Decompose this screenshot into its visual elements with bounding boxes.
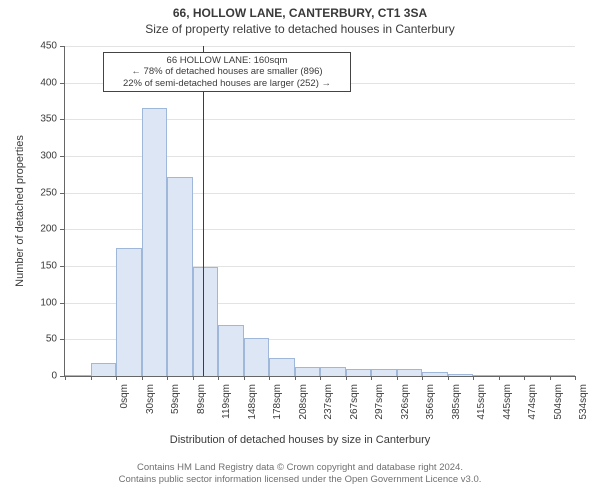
y-tick-label: 450 <box>25 41 57 52</box>
y-tick-mark <box>60 229 64 230</box>
x-tick-mark <box>473 376 474 380</box>
x-tick-mark <box>65 376 66 380</box>
x-tick-label: 59sqm <box>170 384 181 434</box>
y-tick-label: 100 <box>25 297 57 308</box>
histogram-bar <box>473 375 499 376</box>
histogram-bar <box>244 338 270 376</box>
plot-area: 0501001502002503003504004500sqm30sqm59sq… <box>64 46 575 377</box>
y-tick-label: 50 <box>25 334 57 345</box>
x-tick-label: 89sqm <box>196 384 207 434</box>
x-tick-label: 208sqm <box>298 384 309 434</box>
histogram-bar <box>269 358 295 376</box>
x-tick-label: 445sqm <box>502 384 513 434</box>
y-tick-mark <box>60 46 64 47</box>
reference-line <box>203 46 204 376</box>
figure-root: 66, HOLLOW LANE, CANTERBURY, CT1 3SA Siz… <box>0 0 600 500</box>
histogram-bar <box>397 369 423 376</box>
x-tick-mark <box>550 376 551 380</box>
x-tick-label: 0sqm <box>119 384 130 434</box>
y-axis-label: Number of detached properties <box>14 46 26 376</box>
x-tick-label: 178sqm <box>272 384 283 434</box>
y-tick-label: 350 <box>25 114 57 125</box>
x-tick-label: 504sqm <box>553 384 564 434</box>
x-tick-mark <box>142 376 143 380</box>
x-tick-mark <box>524 376 525 380</box>
y-tick-mark <box>60 193 64 194</box>
x-axis-caption: Distribution of detached houses by size … <box>0 434 600 446</box>
y-tick-mark <box>60 83 64 84</box>
x-tick-mark <box>346 376 347 380</box>
x-tick-mark <box>167 376 168 380</box>
x-tick-mark <box>295 376 296 380</box>
callout-line: 66 HOLLOW LANE: 160sqm <box>108 55 346 66</box>
x-tick-mark <box>575 376 576 380</box>
attribution-line-2: Contains public sector information licen… <box>119 474 482 485</box>
x-tick-label: 356sqm <box>425 384 436 434</box>
x-tick-label: 267sqm <box>349 384 360 434</box>
x-tick-mark <box>397 376 398 380</box>
y-tick-label: 150 <box>25 261 57 272</box>
histogram-bar <box>499 375 525 376</box>
x-tick-label: 534sqm <box>578 384 589 434</box>
histogram-bar <box>448 374 474 376</box>
y-tick-label: 400 <box>25 77 57 88</box>
y-tick-mark <box>60 266 64 267</box>
y-tick-mark <box>60 376 64 377</box>
histogram-bar <box>91 363 117 376</box>
histogram-bar <box>346 369 372 376</box>
histogram-bar <box>295 367 321 376</box>
gridline <box>65 46 575 47</box>
x-tick-mark <box>269 376 270 380</box>
y-tick-mark <box>60 119 64 120</box>
y-tick-label: 200 <box>25 224 57 235</box>
histogram-bar <box>422 372 448 376</box>
x-tick-label: 30sqm <box>145 384 156 434</box>
x-tick-mark <box>499 376 500 380</box>
y-tick-mark <box>60 303 64 304</box>
y-tick-mark <box>60 339 64 340</box>
histogram-bar <box>116 248 142 376</box>
histogram-bar <box>218 325 244 376</box>
histogram-bar <box>550 375 576 376</box>
x-tick-mark <box>193 376 194 380</box>
x-tick-mark <box>448 376 449 380</box>
x-tick-label: 415sqm <box>476 384 487 434</box>
y-tick-mark <box>60 156 64 157</box>
x-tick-mark <box>371 376 372 380</box>
callout-line: 22% of semi-detached houses are larger (… <box>108 78 346 89</box>
x-tick-mark <box>244 376 245 380</box>
y-tick-label: 250 <box>25 187 57 198</box>
x-tick-mark <box>116 376 117 380</box>
x-tick-label: 474sqm <box>527 384 538 434</box>
title-sub: Size of property relative to detached ho… <box>0 22 600 36</box>
x-tick-mark <box>218 376 219 380</box>
x-tick-mark <box>422 376 423 380</box>
x-tick-label: 326sqm <box>400 384 411 434</box>
x-tick-label: 385sqm <box>451 384 462 434</box>
y-tick-label: 300 <box>25 151 57 162</box>
histogram-bar <box>193 267 219 376</box>
histogram-bar <box>524 375 550 376</box>
x-tick-mark <box>320 376 321 380</box>
attribution-text: Contains HM Land Registry data © Crown c… <box>0 462 600 486</box>
x-tick-label: 119sqm <box>221 384 232 434</box>
y-tick-label: 0 <box>25 371 57 382</box>
callout-line: ← 78% of detached houses are smaller (89… <box>108 66 346 77</box>
histogram-bar <box>371 369 397 376</box>
x-tick-label: 148sqm <box>247 384 258 434</box>
histogram-bar <box>142 108 168 376</box>
x-tick-label: 297sqm <box>374 384 385 434</box>
x-tick-label: 237sqm <box>323 384 334 434</box>
histogram-bar <box>167 177 193 376</box>
callout-box: 66 HOLLOW LANE: 160sqm← 78% of detached … <box>103 52 351 92</box>
histogram-bar <box>65 375 91 376</box>
x-tick-mark <box>91 376 92 380</box>
histogram-bar <box>320 367 346 376</box>
title-main: 66, HOLLOW LANE, CANTERBURY, CT1 3SA <box>0 6 600 20</box>
attribution-line-1: Contains HM Land Registry data © Crown c… <box>137 462 463 473</box>
